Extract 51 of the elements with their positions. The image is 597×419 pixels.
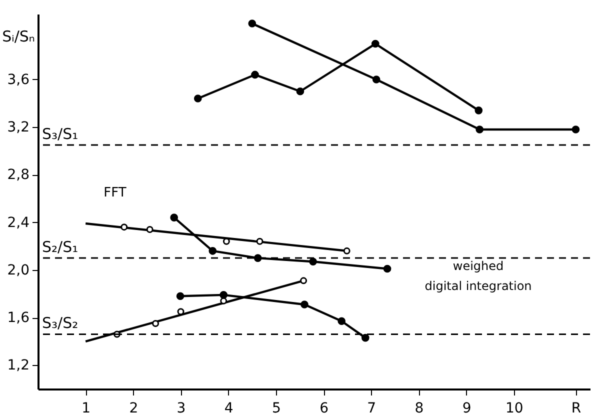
x-tick-label: 7: [367, 400, 376, 416]
y-tick-label: 1,6: [7, 310, 30, 326]
point: [476, 126, 484, 134]
x-tick-label: 1: [82, 400, 91, 416]
y-tick-label: 1,2: [7, 358, 30, 374]
point: [309, 258, 317, 266]
point: [194, 94, 202, 102]
point: [220, 297, 228, 304]
x-tick-label: R: [571, 400, 582, 416]
ref-line-label: S₂/S₁: [42, 238, 78, 256]
x-tick-label: 2: [129, 400, 138, 416]
x-tick-label: 5: [272, 400, 281, 416]
y-tick-label: 2,8: [7, 167, 30, 184]
point: [371, 40, 380, 48]
point: [251, 70, 259, 79]
point: [220, 291, 228, 299]
point: [338, 317, 346, 326]
point: [176, 292, 184, 300]
x-tick-label: 6: [320, 400, 329, 416]
point: [300, 300, 308, 308]
point: [170, 214, 178, 222]
x-tick-label: 3: [176, 400, 186, 416]
point: [146, 226, 154, 233]
point: [361, 334, 370, 342]
point: [177, 308, 184, 316]
point: [256, 238, 264, 245]
point: [152, 320, 160, 328]
point: [572, 126, 580, 134]
point: [296, 87, 304, 96]
ref-line-label: S₃/S₁: [42, 124, 78, 143]
x-tick-label: 8: [414, 400, 424, 416]
point: [254, 254, 262, 262]
point: [474, 106, 483, 114]
point: [300, 277, 308, 284]
y-tick-label: 2,0: [7, 262, 30, 278]
point: [343, 247, 350, 254]
point: [208, 247, 217, 255]
point: [372, 76, 380, 84]
y-tick-label: 2,4: [7, 214, 30, 231]
y-tick-label: 3,2: [7, 120, 30, 136]
y-tick-label: 3,6: [7, 72, 30, 88]
point: [248, 20, 256, 28]
point: [383, 264, 392, 273]
x-tick-label: 9: [462, 400, 472, 416]
annotation: FFT: [104, 186, 126, 201]
ref-line-label: S₃/S₂: [42, 314, 78, 332]
x-tick-label: 10: [505, 400, 524, 416]
x-tick-label: 4: [224, 400, 234, 416]
y-axis-title: Sᵢ/Sₙ: [2, 28, 35, 46]
point: [120, 224, 128, 231]
annotation: weighed digital integration: [424, 259, 532, 294]
